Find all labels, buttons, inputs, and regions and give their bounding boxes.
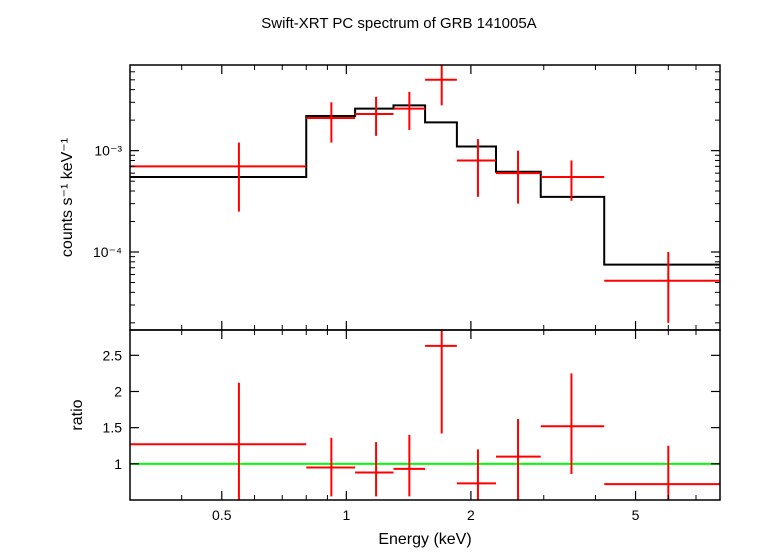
svg-text:Swift-XRT PC spectrum of GRB 1: Swift-XRT PC spectrum of GRB 141005A: [261, 15, 536, 32]
svg-text:1: 1: [342, 507, 350, 523]
svg-text:5: 5: [632, 507, 640, 523]
svg-text:0.5: 0.5: [212, 507, 232, 523]
svg-text:Energy (keV): Energy (keV): [378, 531, 471, 548]
svg-text:10⁻³: 10⁻³: [94, 143, 122, 159]
spectrum-chart: Swift-XRT PC spectrum of GRB 141005A 0.5 1…: [0, 0, 758, 556]
svg-text:10⁻⁴: 10⁻⁴: [93, 244, 122, 260]
svg-text:2: 2: [467, 507, 475, 523]
svg-text:ratio: ratio: [69, 399, 86, 430]
svg-text:counts s⁻¹ keV⁻¹: counts s⁻¹ keV⁻¹: [59, 138, 76, 257]
svg-text:2: 2: [114, 383, 122, 399]
svg-text:2.5: 2.5: [103, 347, 123, 363]
svg-text:1.5: 1.5: [103, 420, 123, 436]
svg-text:1: 1: [114, 456, 122, 472]
